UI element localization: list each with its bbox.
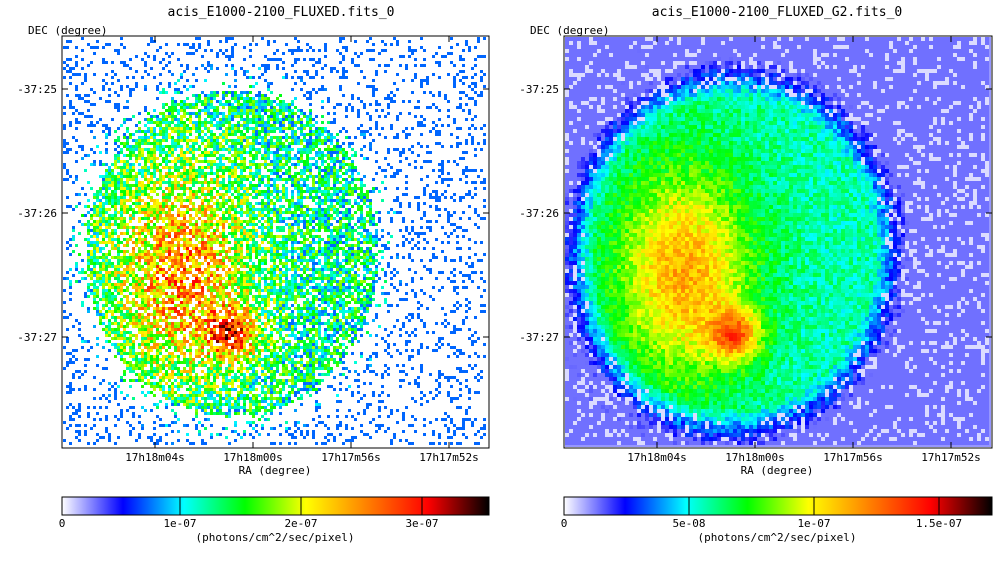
colorbar-tick-label: 1e-07 <box>163 517 196 530</box>
x-tick-label: 17h18m04s <box>627 451 687 464</box>
y-tick-label: -37:25 <box>519 83 559 96</box>
image-area[interactable] <box>63 37 486 445</box>
x-tick-label: 17h18m00s <box>223 451 283 464</box>
colorbar-unit-label: (photons/cm^2/sec/pixel) <box>698 531 857 544</box>
image-area[interactable] <box>565 37 991 447</box>
panel-title: acis_E1000-2100_FLUXED_G2.fits_0 <box>652 5 902 20</box>
colorbar-tick-label: 0 <box>561 517 568 530</box>
y-tick-label: -37:26 <box>519 207 559 220</box>
y-tick-label: -37:26 <box>17 207 57 220</box>
colorbar-tick-label: 1.5e-07 <box>916 517 962 530</box>
y-tick-label: -37:27 <box>17 331 57 344</box>
y-tick-label: -37:25 <box>17 83 57 96</box>
x-tick-label: 17h17m56s <box>321 451 381 464</box>
colorbar-tick-label: 2e-07 <box>284 517 317 530</box>
x-tick-label: 17h17m52s <box>921 451 981 464</box>
panel-right: acis_E1000-2100_FLUXED_G2.fits_0 DEC (de… <box>519 5 992 544</box>
x-tick-label: 17h17m52s <box>419 451 479 464</box>
x-axis-label: RA (degree) <box>741 464 814 477</box>
y-axis-label: DEC (degree) <box>28 24 107 37</box>
colorbar <box>564 497 992 515</box>
x-tick-label: 17h17m56s <box>823 451 883 464</box>
x-axis-label: RA (degree) <box>239 464 312 477</box>
colorbar-tick-label: 1e-07 <box>797 517 830 530</box>
colorbar-unit-label: (photons/cm^2/sec/pixel) <box>196 531 355 544</box>
x-tick-label: 17h18m00s <box>725 451 785 464</box>
panel-left: acis_E1000-2100_FLUXED.fits_0 DEC (degre… <box>17 5 489 544</box>
colorbar <box>62 497 489 515</box>
panel-title: acis_E1000-2100_FLUXED.fits_0 <box>168 5 395 20</box>
y-axis-label: DEC (degree) <box>530 24 609 37</box>
x-tick-label: 17h18m04s <box>125 451 185 464</box>
y-tick-label: -37:27 <box>519 331 559 344</box>
colorbar-tick-label: 5e-08 <box>672 517 705 530</box>
colorbar-tick-label: 0 <box>59 517 66 530</box>
colorbar-tick-label: 3e-07 <box>405 517 438 530</box>
